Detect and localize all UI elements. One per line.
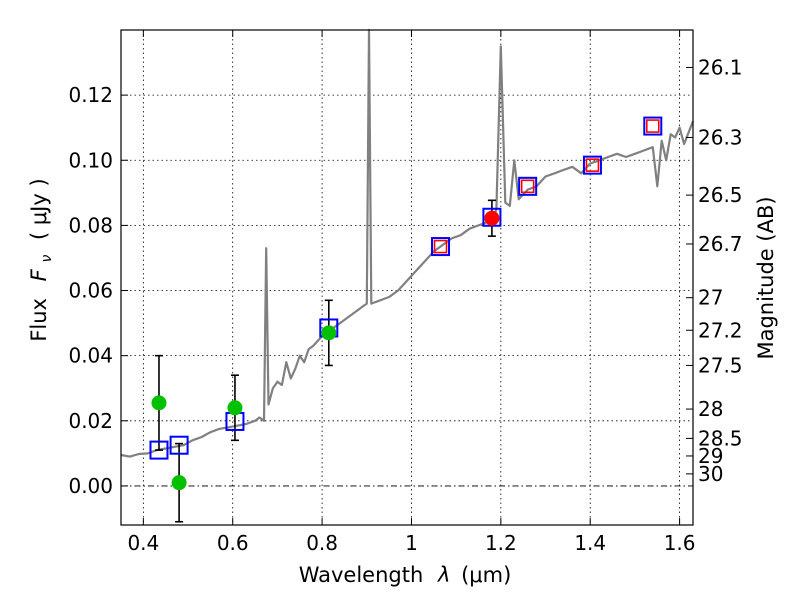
x-tick-label: 1.4 bbox=[574, 531, 606, 555]
x-axis-title-prefix: Wavelength bbox=[299, 563, 424, 587]
markers bbox=[149, 116, 663, 491]
mag-tick-label: 26.5 bbox=[698, 183, 743, 207]
mag-tick-label: 27.5 bbox=[698, 353, 743, 377]
y-axis-unit: ( μJy ) bbox=[27, 178, 51, 240]
y-tick-label: 0.12 bbox=[68, 83, 113, 107]
y-axis-nu: ν bbox=[39, 255, 55, 263]
grid bbox=[121, 30, 693, 525]
data-square bbox=[520, 179, 535, 194]
x-tick-label: 0.8 bbox=[306, 531, 338, 555]
mag-tick-label: 26.3 bbox=[698, 125, 743, 149]
data-circle bbox=[171, 475, 187, 491]
y-tick-label: 0.04 bbox=[68, 344, 113, 368]
plot-frame bbox=[120, 29, 694, 526]
mag-tick-label: 27.2 bbox=[698, 318, 743, 342]
x-tick-label: 1.6 bbox=[664, 531, 696, 555]
y-axis-title-prefix: Flux bbox=[27, 298, 51, 342]
mag-tick-label: 28.5 bbox=[698, 426, 743, 450]
ticks: 0.4 0.6 0.8 1 1.2 1.4 1.6 0.00 0.02 0.04 0.06 0.08 0… bbox=[68, 30, 743, 555]
x-tick-label: 1.2 bbox=[485, 531, 517, 555]
data-square bbox=[585, 158, 600, 172]
y-tick-label: 0.08 bbox=[68, 213, 113, 237]
data-square bbox=[431, 237, 451, 257]
data-square bbox=[482, 207, 502, 227]
data-square bbox=[643, 116, 663, 136]
mag-tick-label: 26.1 bbox=[698, 55, 743, 79]
x-tick-label: 0.4 bbox=[127, 531, 159, 555]
data-circle bbox=[321, 325, 337, 341]
data-square bbox=[169, 435, 189, 455]
data-square bbox=[149, 440, 169, 460]
y-axis-title: Flux F ν ( μJy ) bbox=[27, 178, 56, 341]
y-tick-label: 0.06 bbox=[68, 279, 113, 303]
y2-axis-title: Magnitude (AB) bbox=[754, 196, 778, 359]
x-axis-unit: (μm) bbox=[461, 563, 511, 587]
x-tick-label: 0.6 bbox=[217, 531, 249, 555]
mag-tick-label: 29 bbox=[698, 444, 723, 468]
y-axis-F: F bbox=[27, 268, 51, 281]
data-square bbox=[518, 176, 538, 196]
y-tick-label: 0.00 bbox=[68, 474, 113, 498]
data-square bbox=[582, 155, 602, 175]
mag-tick-label: 30 bbox=[698, 462, 723, 486]
data-circle bbox=[484, 210, 500, 226]
mag-tick-label: 28 bbox=[698, 397, 723, 421]
x-axis-lambda: λ bbox=[437, 563, 450, 587]
mag-tick-label: 26.7 bbox=[698, 232, 743, 256]
data-square bbox=[645, 119, 660, 133]
x-tick-label: 1 bbox=[405, 531, 418, 555]
mag-tick-label: 27 bbox=[698, 286, 723, 310]
data-circle bbox=[151, 395, 167, 411]
y-tick-label: 0.02 bbox=[68, 409, 113, 433]
y-tick-label: 0.10 bbox=[68, 148, 113, 172]
data-circle bbox=[227, 400, 243, 416]
data-square bbox=[433, 239, 448, 254]
x-axis-title: Wavelength λ (μm) bbox=[299, 563, 512, 587]
